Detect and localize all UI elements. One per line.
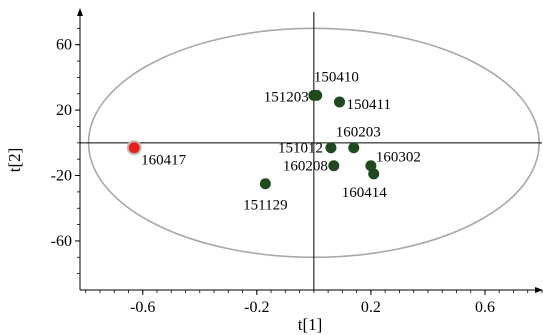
data-point bbox=[128, 142, 140, 154]
y-tick-label: 20 bbox=[56, 102, 72, 119]
data-point bbox=[348, 142, 360, 154]
data-point-label: 151203 bbox=[264, 89, 309, 105]
data-point-label: 150410 bbox=[314, 69, 359, 85]
data-point-label: 160414 bbox=[342, 185, 388, 201]
x-tick-label: 0.2 bbox=[361, 299, 381, 316]
x-tick-label: -0.2 bbox=[244, 299, 269, 316]
data-points bbox=[126, 89, 380, 190]
origin-crosshair bbox=[80, 12, 542, 290]
data-point bbox=[259, 178, 271, 190]
y-tick-label: -60 bbox=[51, 233, 72, 250]
data-point-label: 160208 bbox=[283, 159, 328, 175]
data-point-label: 151129 bbox=[243, 198, 287, 214]
y-tick-label: 60 bbox=[56, 37, 72, 54]
data-point bbox=[334, 96, 346, 108]
data-point bbox=[325, 142, 337, 154]
data-point bbox=[368, 168, 380, 180]
x-tick-label: -0.6 bbox=[130, 299, 155, 316]
data-point-label: 150411 bbox=[347, 97, 391, 113]
data-point bbox=[328, 160, 340, 172]
data-point bbox=[311, 89, 323, 101]
y-tick-label: -20 bbox=[51, 168, 72, 185]
x-axis-title: t[1] bbox=[298, 315, 323, 334]
y-axis-title: t[2] bbox=[5, 148, 24, 173]
tick-labels: -0.6 -0.2 0.2 0.6 60 20 -20 -60 bbox=[51, 37, 495, 316]
y-axis-arrow bbox=[77, 8, 83, 16]
data-point-label: 160302 bbox=[376, 150, 421, 166]
data-point-labels: 150410 151203 150411 160203 151012 160302 1602… bbox=[141, 69, 421, 213]
data-point-label: 160417 bbox=[141, 153, 187, 169]
data-point-label: 151012 bbox=[278, 141, 323, 157]
axis-titles: t[1] t[2] bbox=[5, 148, 322, 334]
data-point-label: 160203 bbox=[336, 125, 381, 141]
x-axis-arrow bbox=[535, 287, 543, 293]
x-tick-label: 0.6 bbox=[475, 299, 495, 316]
tick-marks bbox=[75, 27, 543, 295]
